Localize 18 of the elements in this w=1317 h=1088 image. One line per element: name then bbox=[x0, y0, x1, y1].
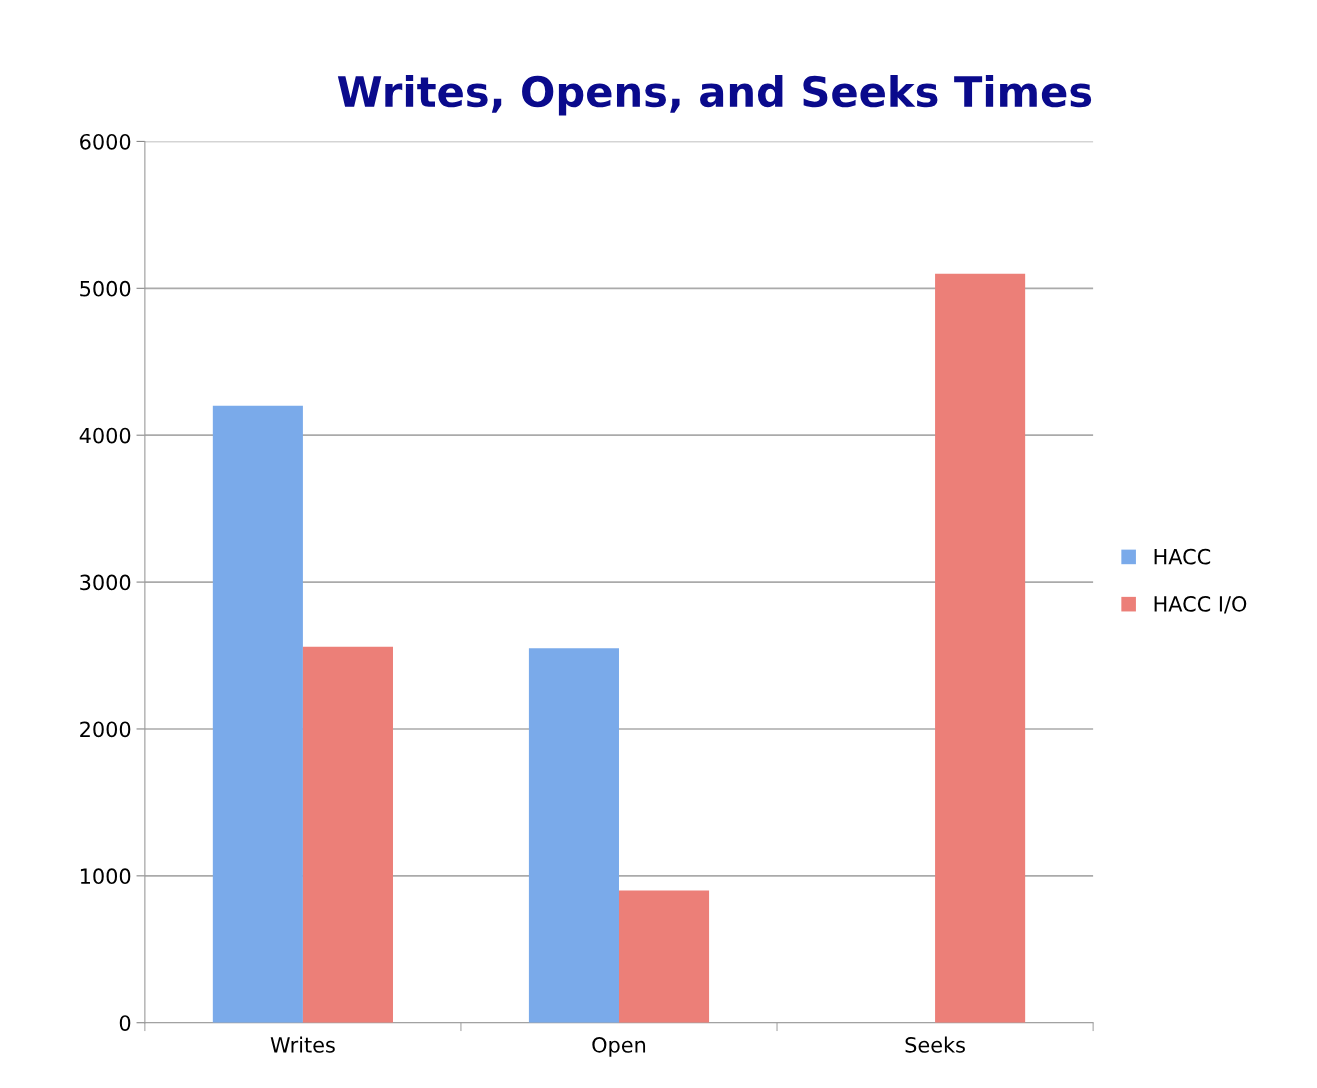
x-tick-label: Seeks bbox=[905, 1036, 965, 1053]
bar bbox=[302, 646, 393, 1023]
bar bbox=[618, 890, 710, 1023]
x-tick-label: Open bbox=[592, 1036, 646, 1057]
y-tick-label: 3000 bbox=[80, 574, 131, 591]
y-tick-label: 5000 bbox=[80, 280, 131, 297]
y-tick-label: 4000 bbox=[79, 427, 131, 444]
chart-title: Writes, Opens, and Seeks Times bbox=[337, 75, 1092, 116]
y-tick-label: 1000 bbox=[80, 868, 131, 885]
bar bbox=[528, 648, 619, 1023]
legend-label: HACC I/O bbox=[1154, 595, 1247, 614]
x-tick-label: Writes bbox=[270, 1036, 335, 1053]
bar bbox=[935, 273, 1026, 1023]
y-tick-label: 0 bbox=[119, 1015, 131, 1031]
y-tick-label: 2000 bbox=[80, 721, 131, 738]
bar bbox=[212, 405, 303, 1023]
y-tick-label: 6000 bbox=[80, 133, 131, 150]
legend-label: HACC bbox=[1154, 548, 1211, 565]
